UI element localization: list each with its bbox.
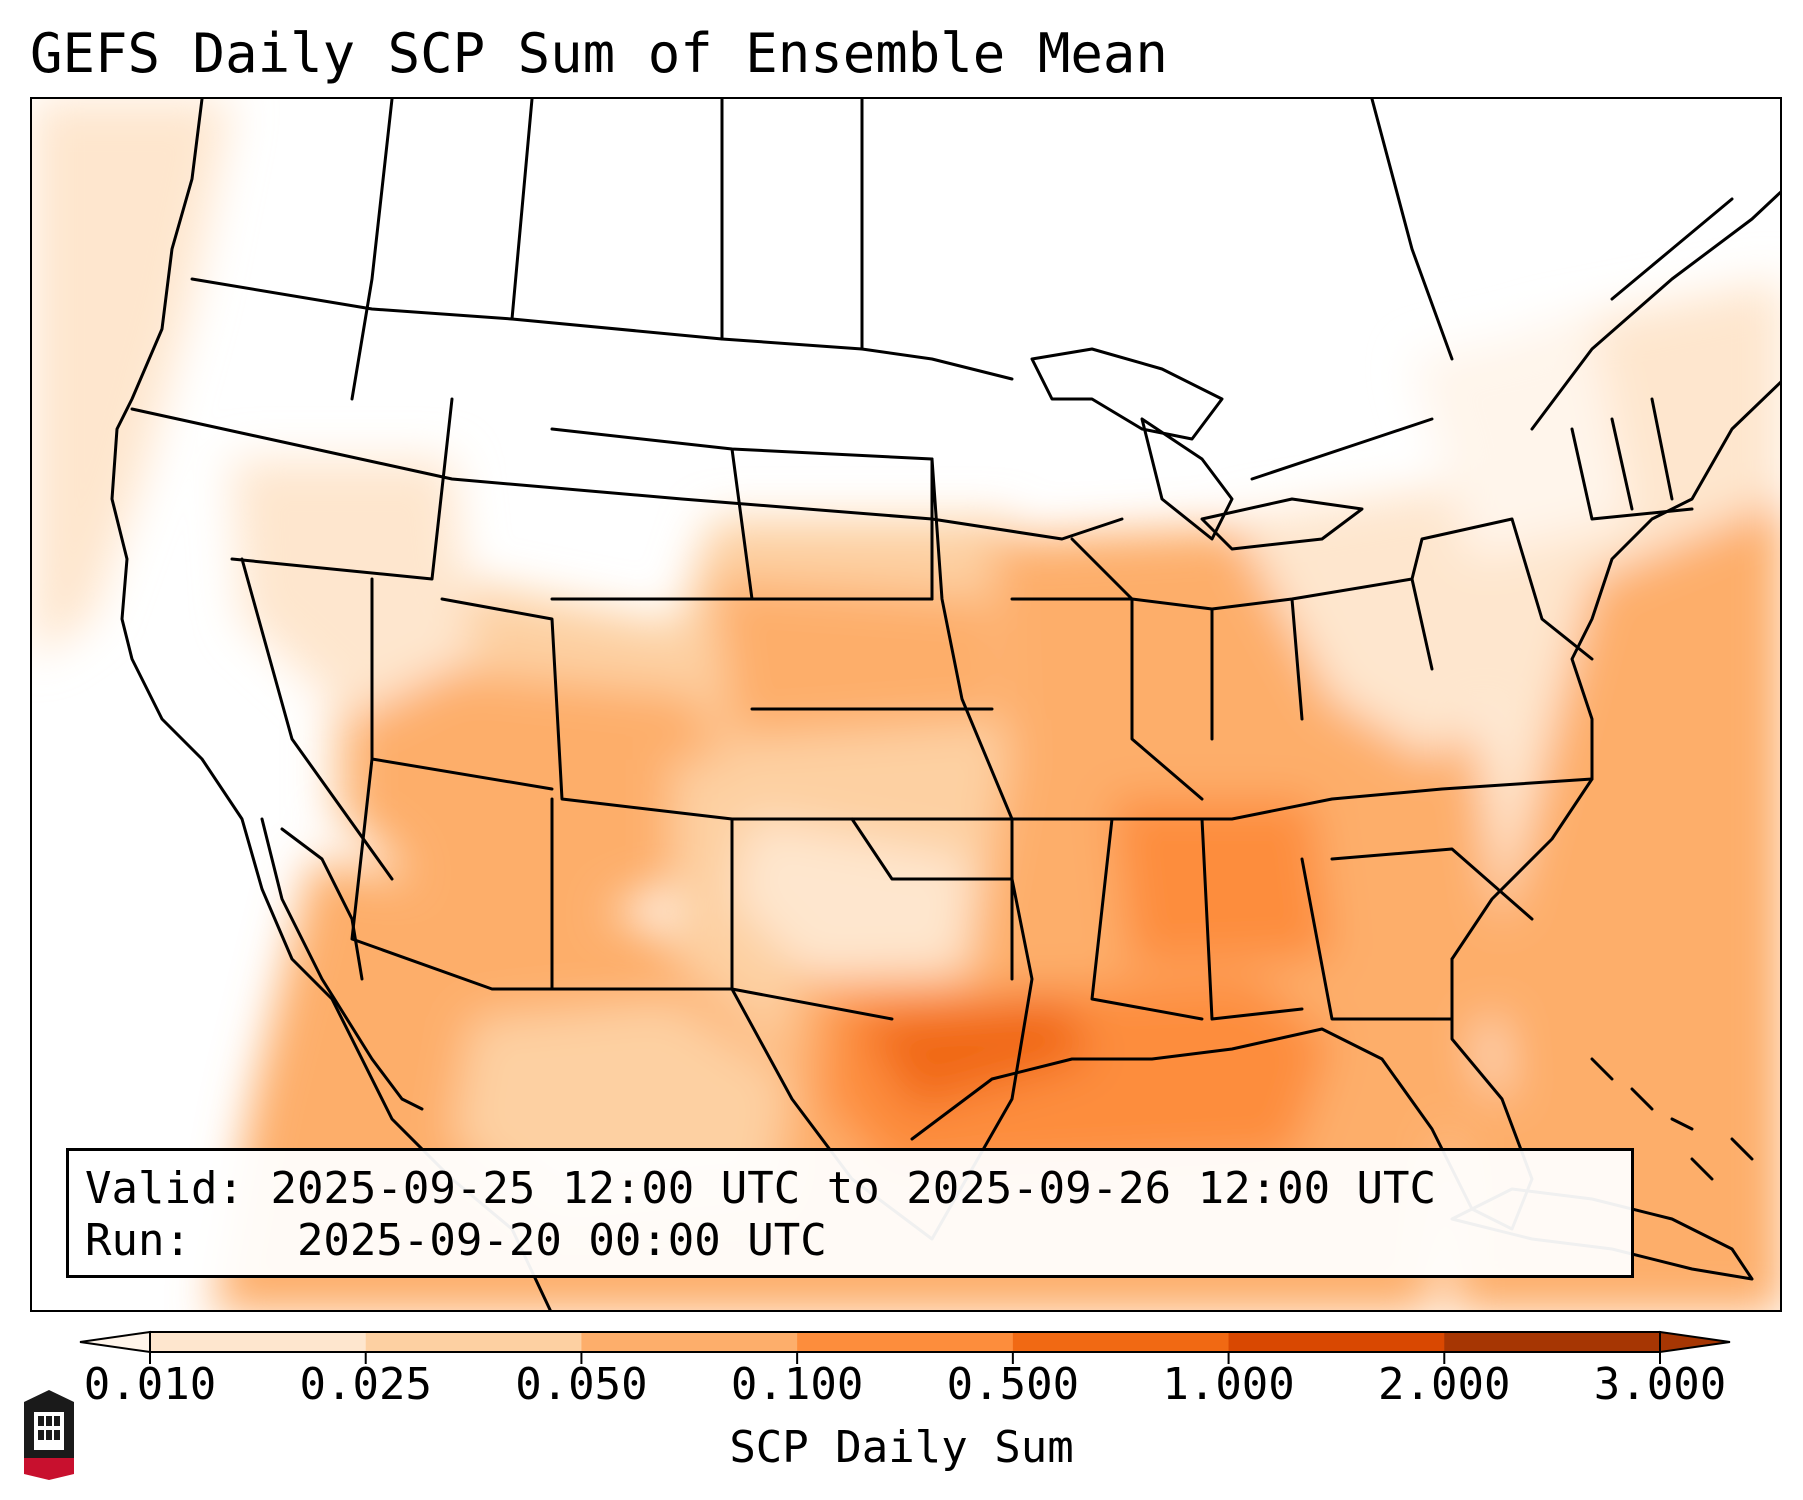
colorbar-tick-label: 1.000	[1162, 1359, 1295, 1410]
canada-province-lines	[350, 99, 864, 401]
colorbar-tick-label: 0.025	[299, 1359, 432, 1410]
state-lines-southeast	[1010, 777, 1594, 1021]
colorbar-segment	[1012, 1332, 1230, 1352]
canada-upper-border	[190, 277, 1014, 381]
gulf-coast	[910, 957, 1534, 1231]
boundaries	[110, 99, 1780, 1310]
colorbar-ticks	[149, 1352, 1661, 1364]
colorbar-tick-label: 3.000	[1593, 1359, 1727, 1410]
colorbar-outline	[149, 1331, 1661, 1353]
colorbar-extend-low	[79, 1330, 151, 1354]
state-lines-plains	[750, 457, 1204, 821]
colorbar-title: SCP Daily Sum	[729, 1422, 1074, 1473]
field-pacific-light	[32, 99, 232, 659]
colorbar-extend-high	[1659, 1330, 1731, 1354]
validity-info-box: Valid: 2025-09-25 12:00 UTC to 2025-09-2…	[66, 1148, 1634, 1278]
atlantic-coast	[1450, 380, 1780, 961]
field-arizona-nm	[352, 659, 732, 919]
field-gulf-core	[862, 999, 1092, 1109]
field-deep-south	[1112, 799, 1332, 979]
eastern-canada	[1370, 99, 1780, 431]
colorbar-segment	[150, 1332, 367, 1352]
colorbar-tick-label: 2.000	[1378, 1359, 1511, 1410]
valid-row: Valid: 2025-09-25 12:00 UTC to 2025-09-2…	[85, 1163, 1615, 1215]
colorbar-segment	[365, 1332, 582, 1352]
niu-logo	[24, 1390, 74, 1480]
scp-field	[32, 99, 1780, 1310]
map-canvas	[32, 99, 1780, 1310]
field-texas-light	[732, 819, 972, 979]
field-west-light	[232, 459, 472, 719]
pacific-coastline	[110, 99, 552, 1310]
colorbar-tick-label: 0.500	[946, 1359, 1080, 1410]
map-panel[interactable]	[30, 97, 1782, 1312]
texas-outline	[730, 817, 1034, 1241]
colorbar-tick-labels: 0.010 0.025 0.050 0.100 0.500 1.000 2.000 3.000	[0, 1360, 1803, 1410]
baja	[260, 817, 424, 1111]
colorbar	[79, 1330, 1731, 1364]
colorbar-tick-label: 0.050	[515, 1359, 648, 1410]
colorbar-segment	[1444, 1332, 1661, 1352]
great-lakes	[1030, 347, 1434, 551]
bahamas	[1590, 1057, 1754, 1181]
run-label: Run:	[85, 1215, 191, 1266]
field-florida	[1312, 939, 1492, 1159]
colorbar-segment	[1228, 1332, 1445, 1352]
us-canada-border	[130, 407, 1124, 541]
valid-value: 2025-09-25 12:00 UTC to 2025-09-26 12:00…	[270, 1163, 1437, 1214]
northeast-lines	[1570, 397, 1694, 521]
run-value: 2025-09-20 00:00 UTC	[296, 1215, 827, 1266]
colorbar-segment	[581, 1332, 798, 1352]
colorbar-segments	[79, 1330, 1731, 1354]
valid-label: Valid:	[85, 1163, 244, 1214]
colorbar-tick-label: 0.100	[730, 1359, 864, 1410]
field-kansas	[712, 579, 1002, 739]
field-northeast	[1412, 319, 1632, 559]
colorbar-tick-label: 0.010	[83, 1359, 217, 1410]
colorbar-segment	[797, 1332, 1014, 1352]
page-title: GEFS Daily SCP Sum of Ensemble Mean	[30, 22, 1168, 85]
run-row: Run: 2025-09-20 00:00 UTC	[85, 1215, 1615, 1267]
state-lines-midwest	[1070, 517, 1594, 741]
